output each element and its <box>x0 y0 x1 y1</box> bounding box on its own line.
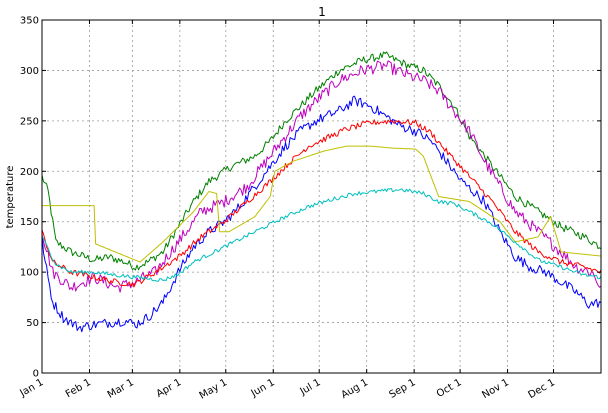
y-tick-label: 250 <box>20 116 39 127</box>
y-tick-labels: 0 50 100 150 200 250 300 350 <box>20 16 39 380</box>
plot-frame <box>41 19 602 374</box>
y-axis-label: temperature <box>5 166 16 229</box>
series-line-4 <box>41 118 602 288</box>
y-tick-label: 150 <box>20 217 39 228</box>
series-line-3 <box>41 95 602 333</box>
y-tick-label: 300 <box>20 66 39 77</box>
y-tick-label: 0 <box>33 369 39 380</box>
chart-title: 1 <box>318 5 326 19</box>
axis-ticks <box>41 19 601 374</box>
y-tick-label: 350 <box>20 16 39 27</box>
y-tick-label: 200 <box>20 167 39 178</box>
y-tick-label: 50 <box>26 318 39 329</box>
series-line-1 <box>41 51 602 271</box>
series-line-5 <box>42 145 602 263</box>
y-tick-label: 100 <box>20 268 39 279</box>
series-line-6 <box>41 187 602 282</box>
series-line-2 <box>41 60 602 293</box>
series-lines <box>41 51 602 333</box>
